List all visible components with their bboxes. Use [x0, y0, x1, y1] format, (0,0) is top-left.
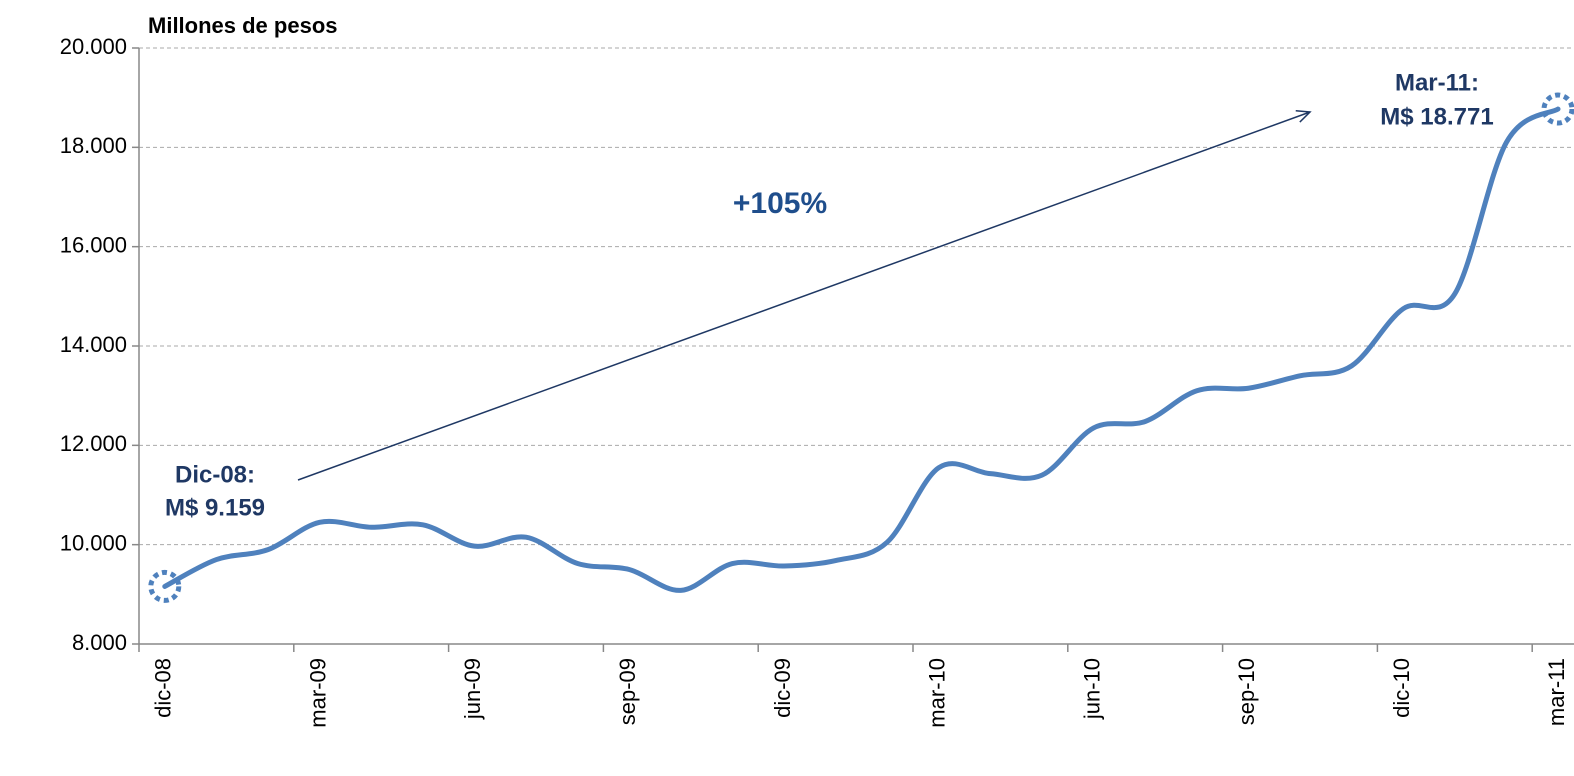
- annotation: M$ 9.159: [165, 494, 265, 521]
- x-tick-label: dic-08: [151, 658, 176, 718]
- x-tick-label: sep-09: [615, 658, 640, 725]
- line-series: [162, 106, 1561, 593]
- growth-label: +105%: [733, 187, 827, 220]
- y-tick-label: 10.000: [60, 530, 127, 555]
- y-tick-label: 8.000: [72, 630, 127, 655]
- axis-title: Millones de pesos: [148, 13, 338, 38]
- y-tick-label: 14.000: [60, 332, 127, 357]
- x-tick-label: sep-10: [1234, 658, 1259, 725]
- x-tick-label: mar-09: [305, 658, 330, 728]
- x-tick-label: dic-09: [770, 658, 795, 718]
- endpoint-marker: [148, 569, 182, 603]
- x-tick-label: jun-09: [460, 658, 485, 720]
- annotation: Mar-11:: [1395, 69, 1479, 96]
- y-tick-label: 16.000: [60, 232, 127, 257]
- y-tick-label: 12.000: [60, 431, 127, 456]
- annotation: M$ 18.771: [1380, 103, 1493, 130]
- x-tick-label: dic-10: [1389, 658, 1414, 718]
- endpoint-marker: [1541, 92, 1574, 126]
- y-tick-label: 18.000: [60, 133, 127, 158]
- x-tick-label: jun-10: [1079, 658, 1104, 720]
- y-tick-label: 20.000: [60, 34, 127, 59]
- x-tick-label: mar-11: [1544, 658, 1569, 726]
- axes: 8.000 10.000 12.000 14.000 16.000 18.000 20.00…: [60, 34, 1574, 728]
- annotation: Dic-08:: [175, 461, 255, 488]
- x-tick-label: mar-10: [925, 658, 950, 728]
- growth-arrow: [297, 110, 1312, 481]
